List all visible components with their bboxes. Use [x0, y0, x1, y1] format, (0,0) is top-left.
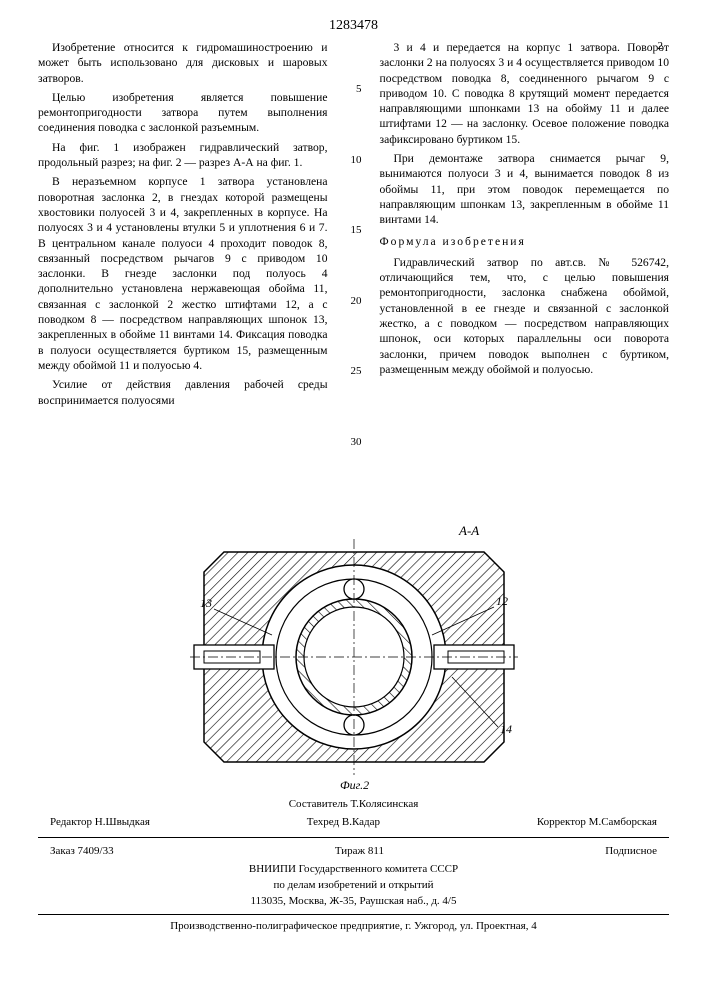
paragraph: Изобретение относится к гидромашинострое…: [38, 40, 328, 86]
paragraph: Усилие от действия давления рабочей сред…: [38, 377, 328, 408]
line-number-gutter: 5 10 15 20 25 30: [346, 40, 362, 505]
left-column: Изобретение относится к гидромашинострое…: [38, 40, 328, 505]
right-column: 3 и 4 и передается на корпус 1 затвора. …: [380, 40, 670, 505]
footer-corrector: Корректор М.Самборская: [537, 815, 657, 831]
section-label: А-А: [458, 523, 479, 538]
figure-svg: А-А 13 12 14: [164, 517, 544, 797]
figure-callout-12: 12: [496, 594, 508, 608]
line-marker: 30: [346, 435, 362, 450]
divider: [38, 914, 669, 915]
footer-order-row: Заказ 7409/33 Тираж 811 Подписное: [38, 842, 669, 862]
footer-printshop: Производственно-полиграфическое предприя…: [38, 919, 669, 935]
paragraph: Гидравлический затвор по авт.св. № 52674…: [380, 255, 670, 377]
paragraph: При демонтаже затвора снимается рычаг 9,…: [380, 151, 670, 227]
figure: А-А 13 12 14: [38, 517, 669, 797]
line-marker: 5: [346, 82, 362, 97]
footer-print-run: Тираж 811: [335, 844, 384, 860]
line-marker: 20: [346, 294, 362, 309]
footer-subscription: Подписное: [605, 844, 657, 860]
page-number: 2: [658, 40, 664, 52]
formula-title: Формула изобретения: [380, 234, 670, 249]
page: 1283478 2 Изобретение относится к гидром…: [0, 0, 707, 1000]
paragraph: Целью изобретения является повышение рем…: [38, 90, 328, 136]
paragraph: В неразъемном корпусе 1 затвора установл…: [38, 174, 328, 373]
footer-compiler: Составитель Т.Колясинская: [38, 797, 669, 813]
paragraph: 3 и 4 и передается на корпус 1 затвора. …: [380, 40, 670, 147]
footer-staff-row: Редактор Н.Швыдкая Техред В.Кадар Коррек…: [38, 813, 669, 833]
footer-editor: Редактор Н.Швыдкая: [50, 815, 150, 831]
footer-org1: ВНИИПИ Государственного комитета СССР: [38, 862, 669, 878]
footer-tech: Техред В.Кадар: [307, 815, 380, 831]
line-marker: 25: [346, 364, 362, 379]
footer-order: Заказ 7409/33: [50, 844, 114, 860]
text-columns: Изобретение относится к гидромашинострое…: [38, 40, 669, 505]
document-number: 1283478: [38, 18, 669, 34]
line-marker: 15: [346, 223, 362, 238]
footer: Составитель Т.Колясинская Редактор Н.Швы…: [38, 797, 669, 935]
footer-org2: по делам изобретений и открытий: [38, 878, 669, 894]
paragraph: На фиг. 1 изображен гидравлический затво…: [38, 140, 328, 171]
figure-callout-14: 14: [500, 722, 512, 736]
divider: [38, 837, 669, 838]
line-marker: 10: [346, 153, 362, 168]
footer-address: 113035, Москва, Ж-35, Раушская наб., д. …: [38, 894, 669, 910]
figure-label: Фиг.2: [340, 778, 369, 792]
figure-callout-13: 13: [200, 596, 212, 610]
